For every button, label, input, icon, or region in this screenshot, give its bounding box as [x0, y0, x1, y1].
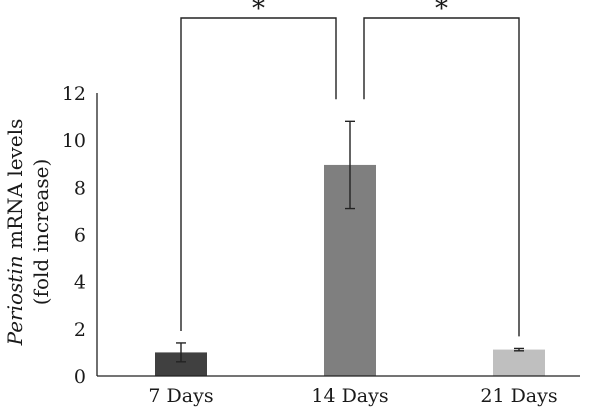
error-bar: [345, 120, 355, 210]
error-bar: [176, 342, 186, 363]
significance-bracket: [180, 17, 337, 331]
x-tick-label: 7 Days: [148, 385, 213, 407]
bar: [155, 352, 207, 376]
y-tick-label: 4: [74, 272, 86, 294]
y-tick-label: 0: [74, 366, 86, 388]
y-tick-label: 10: [62, 130, 86, 152]
bar: [493, 349, 545, 376]
significance-star: *: [435, 0, 448, 24]
bars: [155, 164, 545, 376]
y-tick-label: 6: [74, 225, 86, 247]
y-axis-title: Periostin mRNA levels (fold increase): [3, 119, 53, 347]
error-bars: [176, 120, 524, 363]
y-tick-label: 12: [62, 83, 86, 105]
svg-text:Periostin mRNA levels: Periostin mRNA levels: [3, 119, 27, 347]
y-tick-label: 2: [74, 319, 86, 341]
y-axis-title-italic: Periostin: [3, 255, 27, 346]
y-tick-label: 8: [74, 177, 86, 199]
significance-star: *: [252, 0, 265, 24]
x-tick-label: 14 Days: [311, 385, 388, 407]
error-bar: [514, 347, 524, 352]
x-axis-labels: 7 Days 14 Days 21 Days: [148, 385, 557, 407]
significance-brackets: * *: [180, 0, 520, 337]
significance-bracket: [363, 17, 520, 337]
y-axis-ticks: 0 2 4 6 8 10 12: [62, 83, 86, 388]
y-axis-title-rest: mRNA levels: [3, 119, 27, 256]
y-axis-title-line2: (fold increase): [29, 159, 53, 306]
x-tick-label: 21 Days: [480, 385, 557, 407]
